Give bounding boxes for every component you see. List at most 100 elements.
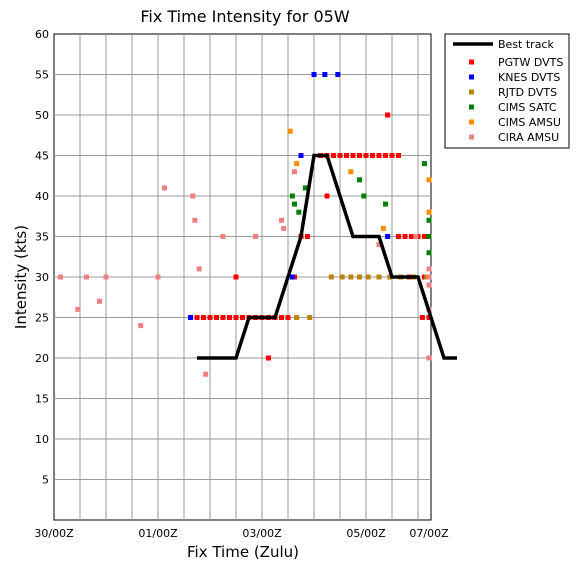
- data-point: [426, 355, 432, 361]
- x-axis-label: Fix Time (Zulu): [187, 543, 299, 561]
- data-point: [298, 153, 304, 158]
- data-point: [287, 128, 293, 134]
- legend-swatch: [469, 89, 474, 95]
- legend-label: KNES DVTS: [498, 71, 560, 84]
- data-point: [58, 274, 63, 280]
- data-point: [220, 234, 226, 239]
- data-point: [253, 234, 258, 239]
- data-point: [294, 315, 300, 320]
- data-point: [233, 315, 239, 320]
- y-tick-label: 40: [35, 190, 49, 203]
- data-point: [426, 274, 432, 280]
- legend: Best track PGTW DVTS KNES DVTS RJTD DVTS CI…: [444, 33, 570, 149]
- x-tick-label: 07/00Z: [409, 527, 449, 540]
- y-tick-label: 45: [35, 150, 49, 163]
- data-point: [387, 274, 393, 280]
- data-point: [324, 193, 330, 199]
- data-point: [396, 234, 401, 239]
- best-track-line: [197, 153, 457, 360]
- data-point: [311, 72, 317, 77]
- data-point: [357, 274, 362, 280]
- data-point: [361, 193, 367, 199]
- data-point: [201, 315, 206, 320]
- data-point: [365, 274, 371, 280]
- data-point: [426, 234, 432, 239]
- data-point: [385, 234, 391, 239]
- data-point: [357, 153, 362, 158]
- data-point: [422, 234, 427, 239]
- data-point: [396, 153, 401, 158]
- data-point: [97, 298, 102, 304]
- data-point: [389, 153, 395, 158]
- y-tick-label: 25: [35, 312, 49, 325]
- data-point: [363, 153, 369, 158]
- data-point: [84, 274, 89, 280]
- data-point: [402, 234, 408, 239]
- data-point: [227, 315, 232, 320]
- data-point: [203, 371, 209, 377]
- data-point: [103, 274, 109, 280]
- data-point: [380, 225, 386, 231]
- y-tick-label: 30: [35, 271, 49, 284]
- data-point: [266, 355, 271, 361]
- y-tick-label: 60: [35, 28, 49, 41]
- data-point: [348, 274, 354, 280]
- legend-swatch: [469, 74, 474, 80]
- legend-swatch: [469, 59, 474, 65]
- data-point: [426, 266, 432, 272]
- data-point: [413, 234, 419, 239]
- data-point: [190, 193, 196, 199]
- data-point: [385, 112, 391, 118]
- series-markers: [58, 72, 432, 377]
- data-point: [426, 315, 432, 320]
- data-point: [279, 217, 284, 223]
- y-axis-label: Intensity (kts): [12, 225, 30, 329]
- legend-entries: PGTW DVTS KNES DVTS RJTD DVTS CIMS SATC CIMS…: [469, 56, 563, 144]
- chart-title: Fix Time Intensity for 05W: [140, 7, 349, 26]
- data-point: [289, 274, 295, 280]
- data-point: [292, 169, 297, 175]
- data-point: [138, 323, 144, 329]
- y-tick-label: 5: [42, 474, 49, 487]
- x-tick-labels: 30/00Z 01/00Z 03/00Z 05/00Z 07/00Z: [34, 527, 449, 540]
- data-point: [279, 315, 284, 320]
- data-point: [322, 72, 328, 77]
- data-point: [350, 153, 356, 158]
- y-tick-label: 15: [35, 393, 49, 406]
- data-point: [376, 274, 382, 280]
- legend-best-track-label: Best track: [498, 38, 554, 51]
- x-tick-label: 05/00Z: [346, 527, 386, 540]
- data-point: [383, 201, 388, 207]
- data-point: [305, 234, 310, 239]
- data-point: [348, 169, 354, 175]
- data-point: [294, 161, 300, 167]
- data-point: [357, 177, 362, 183]
- data-point: [409, 234, 414, 239]
- data-point: [328, 274, 334, 280]
- data-point: [339, 274, 345, 280]
- legend-swatch: [469, 104, 474, 110]
- data-point: [289, 193, 295, 199]
- y-tick-label: 20: [35, 352, 49, 365]
- data-point: [302, 185, 308, 191]
- data-point: [383, 153, 388, 158]
- data-point: [426, 177, 432, 183]
- data-point: [240, 315, 245, 320]
- data-point: [207, 315, 213, 320]
- x-tick-label: 01/00Z: [138, 527, 178, 540]
- data-point: [155, 274, 161, 280]
- legend-label: CIMS AMSU: [498, 116, 561, 129]
- data-point: [188, 315, 193, 320]
- data-point: [426, 209, 432, 215]
- data-point: [75, 306, 81, 312]
- data-point: [335, 72, 341, 77]
- legend-swatch: [469, 119, 474, 125]
- y-tick-label: 50: [35, 109, 49, 122]
- data-point: [281, 225, 287, 231]
- data-point: [296, 209, 302, 215]
- x-tick-label: 30/00Z: [34, 527, 74, 540]
- data-point: [426, 217, 432, 223]
- data-point: [370, 153, 375, 158]
- data-point: [292, 201, 297, 207]
